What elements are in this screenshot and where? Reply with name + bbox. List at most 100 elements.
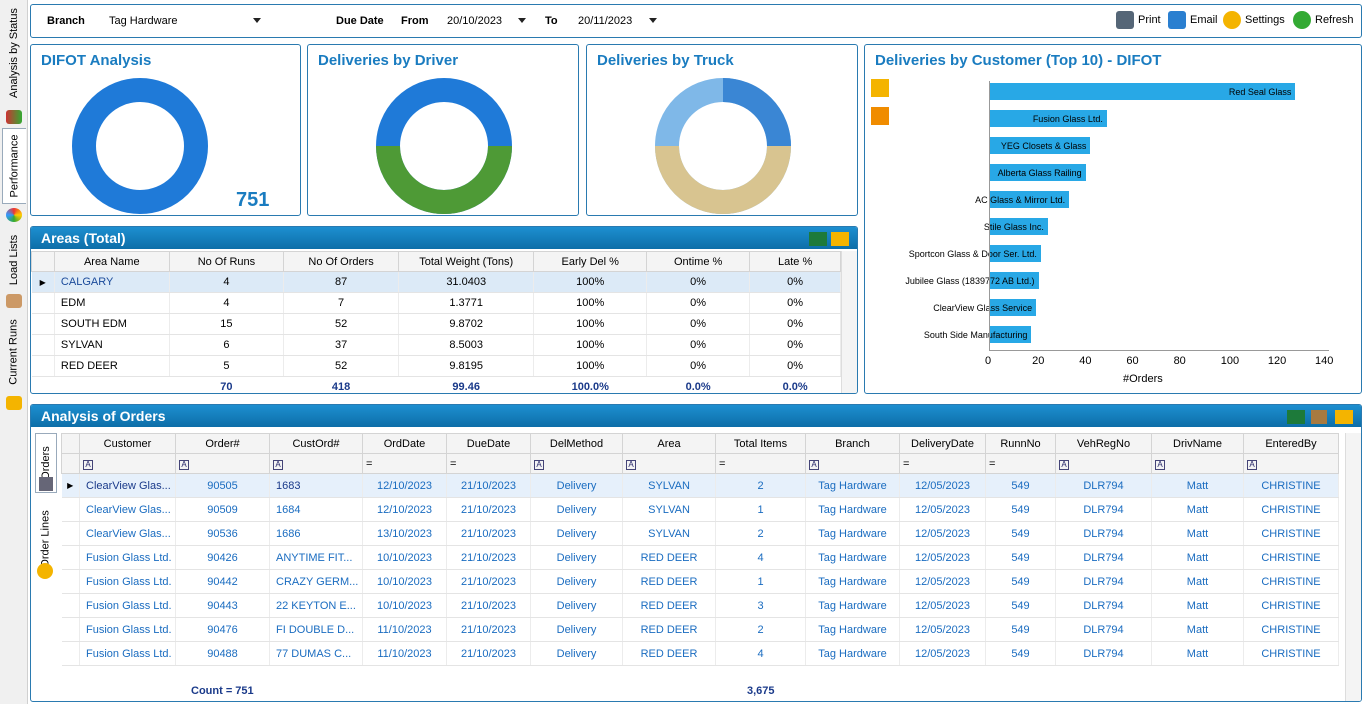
columns-menu-icon[interactable]	[1335, 410, 1353, 424]
table-row[interactable]: RED DEER 5 52 9.8195 100% 0% 0%	[31, 355, 841, 377]
thumbs-down-icon[interactable]	[871, 107, 889, 125]
tab-current-runs[interactable]: Current Runs	[8, 319, 21, 385]
table-row[interactable]: Fusion Glass Ltd. 90426 ANYTIME FIT... 10/1…	[61, 545, 1339, 570]
branch-select[interactable]: Tag Hardware	[109, 15, 178, 27]
bar[interactable]: ClearView Glass Service	[933, 299, 1037, 316]
text-filter-icon[interactable]: A	[809, 459, 819, 470]
row-selector-header[interactable]	[61, 433, 80, 454]
column-header[interactable]: Order#	[175, 433, 270, 454]
bar[interactable]: Fusion Glass Ltd.	[989, 110, 1107, 127]
filter-cell[interactable]: =	[899, 453, 986, 474]
column-header[interactable]: DelMethod	[530, 433, 623, 454]
text-filter-icon[interactable]: A	[1155, 459, 1165, 470]
bar[interactable]: Stile Glass Inc.	[984, 218, 1048, 235]
filter-cell[interactable]: A	[1151, 453, 1244, 474]
from-date-input[interactable]: 20/10/2023	[447, 15, 503, 27]
table-row[interactable]: SOUTH EDM 15 52 9.8702 100% 0% 0%	[31, 313, 841, 335]
orders-scrollbar[interactable]	[1345, 433, 1361, 701]
column-header[interactable]: No Of Runs	[168, 251, 285, 272]
from-dropdown-icon[interactable]	[518, 18, 526, 23]
table-row[interactable]: Fusion Glass Ltd. 90442 CRAZY GERM... 10/10…	[61, 569, 1339, 594]
text-filter-icon[interactable]: A	[83, 459, 93, 470]
table-row[interactable]: ClearView Glas... 90509 1684 12/10/2023 21/1…	[61, 497, 1339, 522]
report-icon[interactable]	[1311, 410, 1327, 424]
settings-button[interactable]: Settings	[1223, 11, 1285, 29]
column-header[interactable]: Area	[622, 433, 716, 454]
table-cell: 87	[283, 271, 399, 293]
column-header[interactable]: DeliveryDate	[899, 433, 986, 454]
table-row[interactable]: EDM 4 7 1.3771 100% 0% 0%	[31, 292, 841, 314]
column-header[interactable]: Area Name	[53, 251, 170, 272]
filter-row-selector[interactable]	[61, 453, 80, 474]
thumbs-up-icon[interactable]	[871, 79, 889, 97]
areas-scrollbar[interactable]	[841, 251, 857, 393]
filter-cell[interactable]: =	[985, 453, 1056, 474]
row-selector-header[interactable]	[31, 251, 55, 272]
filter-cell[interactable]: =	[362, 453, 447, 474]
column-header[interactable]: Early Del %	[533, 251, 648, 272]
column-header[interactable]: Total Weight (Tons)	[397, 251, 535, 272]
table-row[interactable]: ▶ CALGARY 4 87 31.0403 100% 0% 0%	[31, 271, 841, 293]
filter-cell[interactable]: A	[1055, 453, 1152, 474]
equals-filter-icon[interactable]: =	[989, 457, 996, 470]
print-button[interactable]: Print	[1116, 11, 1161, 29]
refresh-button[interactable]: Refresh	[1293, 11, 1354, 29]
table-row[interactable]: SYLVAN 6 37 8.5003 100% 0% 0%	[31, 334, 841, 356]
column-header[interactable]: RunnNo	[985, 433, 1056, 454]
column-header[interactable]: Ontime %	[646, 251, 751, 272]
filter-cell[interactable]: A	[622, 453, 716, 474]
column-header[interactable]: Total Items	[715, 433, 806, 454]
text-filter-icon[interactable]: A	[1059, 459, 1069, 470]
bar[interactable]: Alberta Glass Railing	[989, 164, 1086, 181]
filter-cell[interactable]: =	[715, 453, 806, 474]
equals-filter-icon[interactable]: =	[366, 457, 373, 470]
excel-export-icon[interactable]	[1287, 410, 1305, 424]
column-header[interactable]: No Of Orders	[283, 251, 399, 272]
bar[interactable]: AC Glass & Mirror Ltd.	[975, 191, 1070, 208]
column-header[interactable]: VehRegNo	[1055, 433, 1152, 454]
bar[interactable]: Sportcon Glass & Door Ser. Ltd.	[909, 245, 1041, 262]
text-filter-icon[interactable]: A	[534, 459, 544, 470]
filter-cell[interactable]: A	[805, 453, 900, 474]
table-row[interactable]: Fusion Glass Ltd. 90443 22 KEYTON E... 10/1…	[61, 593, 1339, 618]
column-header[interactable]: OrdDate	[362, 433, 447, 454]
column-header[interactable]: Customer	[79, 433, 176, 454]
column-header[interactable]: EnteredBy	[1243, 433, 1339, 454]
bar[interactable]: Red Seal Glass	[989, 83, 1296, 100]
to-dropdown-icon[interactable]	[649, 18, 657, 23]
equals-filter-icon[interactable]: =	[903, 457, 910, 470]
excel-export-icon[interactable]	[809, 232, 827, 246]
tab-load-lists[interactable]: Load Lists	[8, 234, 20, 286]
text-filter-icon[interactable]: A	[626, 459, 636, 470]
filter-cell[interactable]: A	[269, 453, 363, 474]
table-row[interactable]: ClearView Glas... 90536 1686 13/10/2023 21/1…	[61, 521, 1339, 546]
equals-filter-icon[interactable]: =	[450, 457, 457, 470]
column-header[interactable]: Late %	[749, 251, 841, 272]
bar[interactable]: Jubilee Glass (1839772 AB Ltd.)	[905, 272, 1039, 289]
column-header[interactable]: DrivName	[1151, 433, 1244, 454]
email-button[interactable]: Email	[1168, 11, 1218, 29]
filter-cell[interactable]: =	[446, 453, 531, 474]
filter-cell[interactable]: A	[1243, 453, 1339, 474]
text-filter-icon[interactable]: A	[1247, 459, 1257, 470]
bar[interactable]: YEG Closets & Glass	[989, 137, 1091, 154]
text-filter-icon[interactable]: A	[179, 459, 189, 470]
tab-analysis-by-status[interactable]: Analysis by Status	[8, 8, 20, 98]
column-header[interactable]: Branch	[805, 433, 900, 454]
column-header[interactable]: CustOrd#	[269, 433, 363, 454]
filter-cell[interactable]: A	[530, 453, 623, 474]
filter-cell[interactable]: A	[175, 453, 270, 474]
branch-dropdown-icon[interactable]	[253, 18, 261, 23]
column-header[interactable]: DueDate	[446, 433, 531, 454]
table-row[interactable]: ▶ ClearView Glas... 90505 1683 12/10/2023 21/…	[61, 473, 1339, 498]
table-row[interactable]: Fusion Glass Ltd. 90488 77 DUMAS C... 11/10…	[61, 641, 1339, 666]
columns-menu-icon[interactable]	[831, 232, 849, 246]
to-date-input[interactable]: 20/11/2023	[578, 15, 633, 27]
text-filter-icon[interactable]: A	[273, 459, 283, 470]
table-row[interactable]: Fusion Glass Ltd. 90476 FI DOUBLE D... 11/1…	[61, 617, 1339, 642]
refresh-icon	[1293, 11, 1311, 29]
filter-cell[interactable]: A	[79, 453, 176, 474]
tab-performance[interactable]: Performance	[2, 128, 26, 204]
bar[interactable]: South Side Manufacturing	[924, 326, 1032, 343]
equals-filter-icon[interactable]: =	[719, 457, 726, 470]
